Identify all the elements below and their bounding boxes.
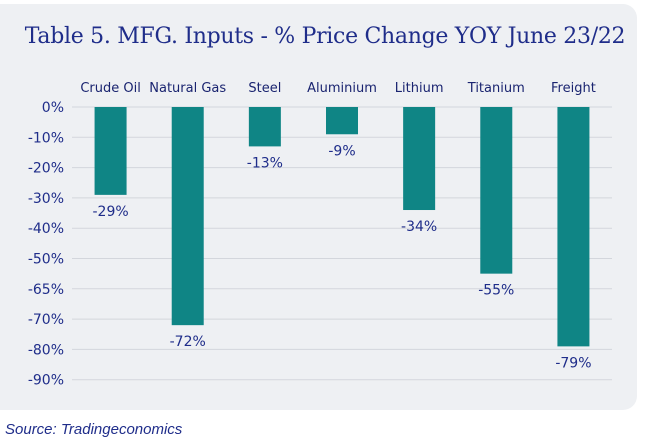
bar-freight: [557, 107, 590, 347]
category-label: Freight: [551, 81, 596, 96]
y-tick-label: -70%: [28, 312, 64, 328]
data-label: -72%: [170, 334, 206, 350]
y-tick-label: 0%: [42, 100, 64, 116]
data-label: -34%: [401, 219, 437, 235]
category-label: Steel: [248, 81, 281, 96]
y-tick-label: -10%: [28, 130, 64, 146]
data-label: -55%: [478, 283, 514, 299]
y-tick-label: -65%: [28, 282, 64, 298]
category-label: Titanium: [467, 81, 525, 96]
bar-natural-gas: [171, 107, 204, 326]
data-label: -79%: [555, 355, 591, 371]
bar-lithium: [403, 107, 436, 211]
y-tick-label: -50%: [28, 252, 64, 268]
y-tick-label: -20%: [28, 161, 64, 177]
bar-titanium: [480, 107, 513, 274]
chart-card: [0, 4, 637, 410]
bar-crude-oil: [94, 107, 127, 195]
y-tick-label: -80%: [28, 342, 64, 358]
data-label: -13%: [247, 155, 283, 171]
data-label: -29%: [92, 204, 128, 220]
category-label: Crude Oil: [80, 81, 141, 96]
chart-title: Table 5. MFG. Inputs - % Price Change YO…: [24, 24, 626, 49]
category-label: Lithium: [395, 81, 444, 96]
category-label: Natural Gas: [149, 81, 226, 96]
y-tick-label: -90%: [28, 373, 64, 389]
bar-steel: [248, 107, 281, 147]
data-label: -9%: [328, 143, 355, 159]
y-tick-label: -40%: [28, 221, 64, 237]
category-label: Aluminium: [307, 81, 377, 96]
bar-aluminium: [326, 107, 358, 135]
y-tick-label: -30%: [28, 191, 64, 207]
source-note: Source: Tradingeconomics: [5, 421, 183, 438]
